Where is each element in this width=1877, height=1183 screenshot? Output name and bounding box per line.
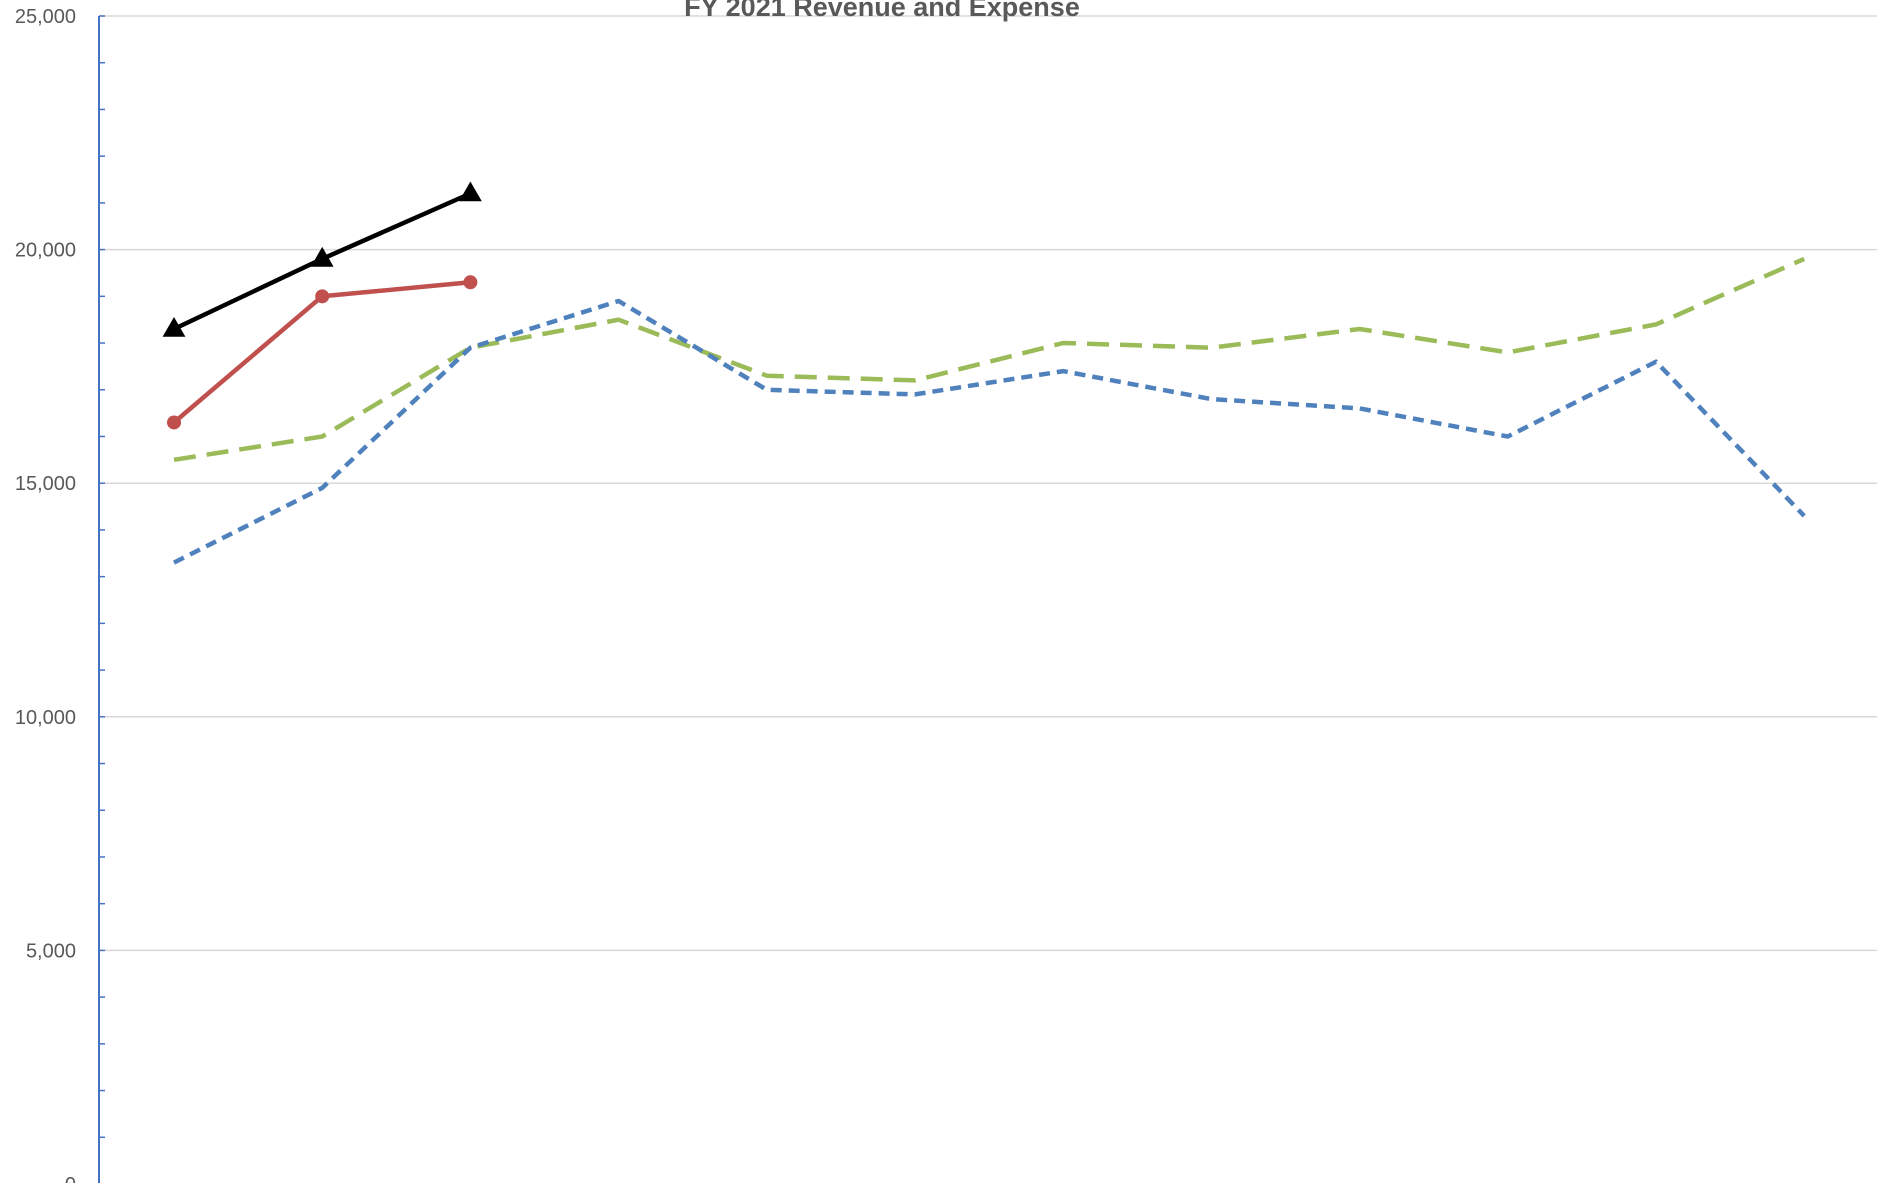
y-tick-label: 5,000 (26, 940, 76, 962)
series-line-blue-dotted (172, 298, 1806, 565)
y-tick-label: 20,000 (15, 240, 76, 262)
series-line-red-circle (172, 280, 471, 425)
series-black-triangle (162, 181, 482, 337)
data-point (459, 181, 482, 202)
y-tick-label: 15,000 (15, 473, 76, 495)
series-line-green-dashed (173, 256, 1806, 463)
chart-title: FY 2021 Revenue and Expense (684, 0, 1080, 22)
data-point (463, 275, 478, 290)
data-point (167, 415, 181, 430)
series-blue-dotted (172, 298, 1806, 565)
data-point (315, 289, 330, 304)
y-tick-labels: 0 5,000 10,000 15,000 20,000 25,000 (15, 6, 76, 1183)
data-point (162, 317, 186, 337)
series-layer (162, 181, 1806, 565)
y-tick-label: 0 (65, 1174, 76, 1183)
data-point (310, 246, 334, 267)
series-green-dashed (173, 256, 1806, 463)
y-axis (98, 15, 105, 1183)
y-tick-label: 25,000 (15, 6, 76, 28)
gridlines (99, 15, 1877, 952)
series-red-circle (167, 275, 478, 430)
y-tick-label: 10,000 (15, 707, 76, 729)
